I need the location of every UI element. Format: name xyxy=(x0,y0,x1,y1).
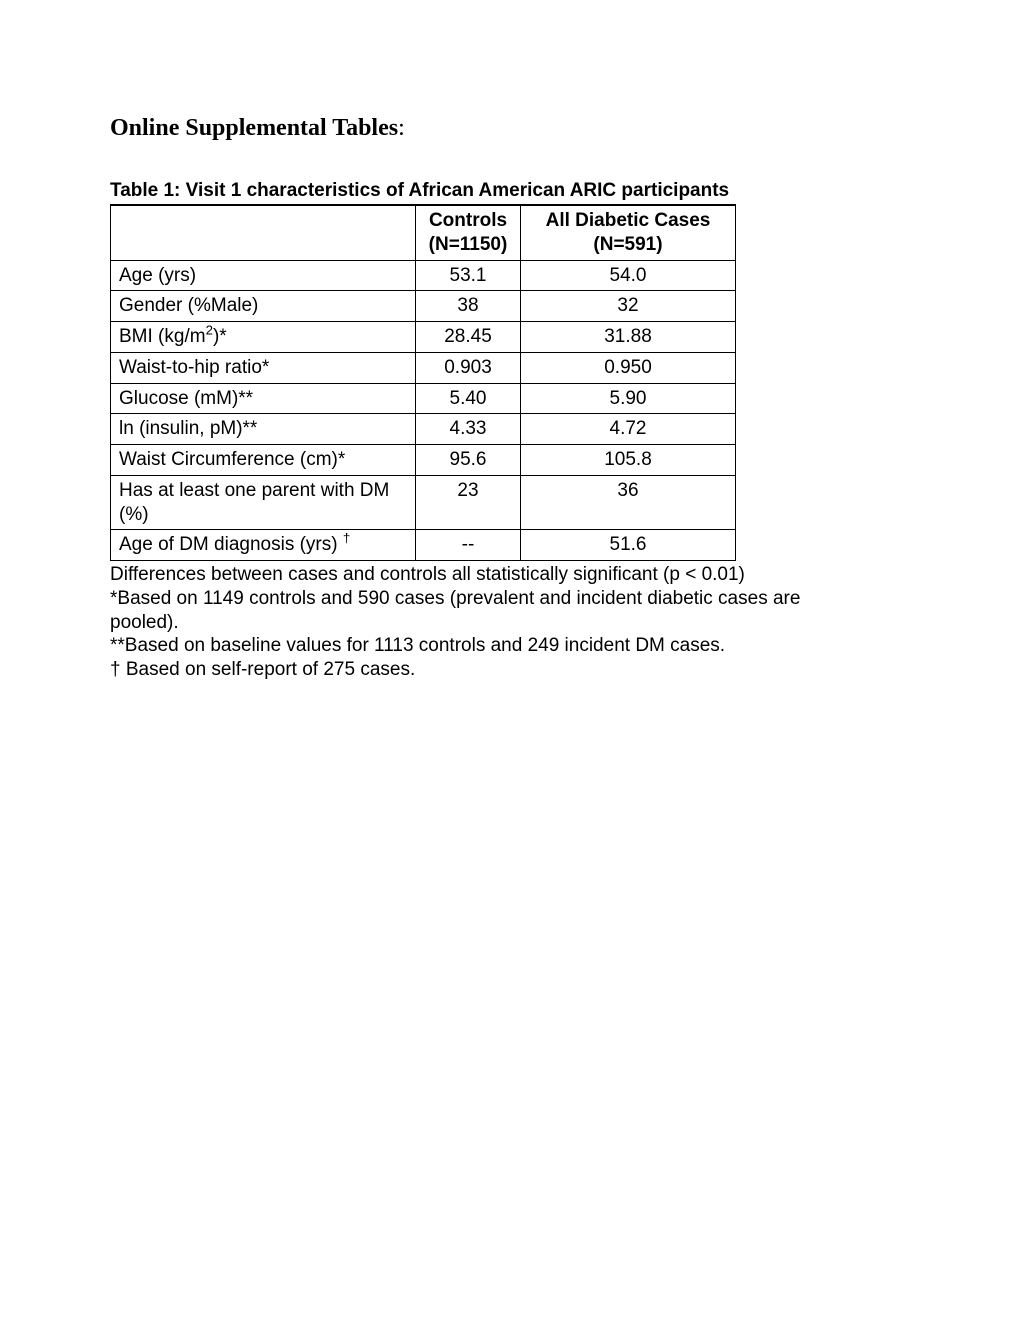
row-label: Age (yrs) xyxy=(111,260,416,291)
row-cases-value: 4.72 xyxy=(521,414,736,445)
row-controls-value: -- xyxy=(416,530,521,561)
table-header-cases: All Diabetic Cases (N=591) xyxy=(521,205,736,260)
table-row: Age of DM diagnosis (yrs) †--51.6 xyxy=(111,530,736,561)
table-header-cases-label: All Diabetic Cases xyxy=(546,210,711,231)
footnote-line: *Based on 1149 controls and 590 cases (p… xyxy=(110,587,830,635)
table-header-controls: Controls (N=1150) xyxy=(416,205,521,260)
row-cases-value: 105.8 xyxy=(521,445,736,476)
table-header-controls-sub: (N=1150) xyxy=(429,234,508,255)
row-cases-value: 32 xyxy=(521,291,736,322)
table-row: Age (yrs)53.154.0 xyxy=(111,260,736,291)
row-controls-value: 53.1 xyxy=(416,260,521,291)
footnote-line: † Based on self-report of 275 cases. xyxy=(110,658,830,682)
row-label: Has at least one parent with DM (%) xyxy=(111,475,416,530)
row-controls-value: 38 xyxy=(416,291,521,322)
row-label: Waist-to-hip ratio* xyxy=(111,352,416,383)
row-label: Gender (%Male) xyxy=(111,291,416,322)
table-row: Glucose (mM)**5.405.90 xyxy=(111,383,736,414)
table-title: Table 1: Visit 1 characteristics of Afri… xyxy=(110,180,910,202)
row-controls-value: 95.6 xyxy=(416,445,521,476)
row-cases-value: 51.6 xyxy=(521,530,736,561)
table-row: Gender (%Male)3832 xyxy=(111,291,736,322)
footnotes: Differences between cases and controls a… xyxy=(110,563,830,682)
table-header-controls-label: Controls xyxy=(429,210,507,231)
section-title-colon: : xyxy=(398,115,405,141)
table-header-cases-sub: (N=591) xyxy=(593,234,662,255)
row-controls-value: 0.903 xyxy=(416,352,521,383)
table-row: Waist-to-hip ratio*0.9030.950 xyxy=(111,352,736,383)
row-cases-value: 5.90 xyxy=(521,383,736,414)
row-cases-value: 36 xyxy=(521,475,736,530)
table-header-blank xyxy=(111,205,416,260)
table-row: Waist Circumference (cm)*95.6105.8 xyxy=(111,445,736,476)
row-cases-value: 54.0 xyxy=(521,260,736,291)
row-cases-value: 31.88 xyxy=(521,322,736,353)
table-row: Has at least one parent with DM (%)2336 xyxy=(111,475,736,530)
section-title-text: Online Supplemental Tables xyxy=(110,115,398,141)
row-label: ln (insulin, pM)** xyxy=(111,414,416,445)
data-table: Controls (N=1150) All Diabetic Cases (N=… xyxy=(110,204,736,561)
row-controls-value: 5.40 xyxy=(416,383,521,414)
row-label: Glucose (mM)** xyxy=(111,383,416,414)
table-header-row: Controls (N=1150) All Diabetic Cases (N=… xyxy=(111,205,736,260)
table-row: ln (insulin, pM)**4.334.72 xyxy=(111,414,736,445)
row-controls-value: 23 xyxy=(416,475,521,530)
row-cases-value: 0.950 xyxy=(521,352,736,383)
table-row: BMI (kg/m2)*28.4531.88 xyxy=(111,322,736,353)
row-controls-value: 28.45 xyxy=(416,322,521,353)
row-label: BMI (kg/m2)* xyxy=(111,322,416,353)
row-label: Waist Circumference (cm)* xyxy=(111,445,416,476)
footnote-line: Differences between cases and controls a… xyxy=(110,563,830,587)
row-controls-value: 4.33 xyxy=(416,414,521,445)
section-title: Online Supplemental Tables: xyxy=(110,115,910,142)
footnote-line: **Based on baseline values for 1113 cont… xyxy=(110,634,830,658)
row-label: Age of DM diagnosis (yrs) † xyxy=(111,530,416,561)
